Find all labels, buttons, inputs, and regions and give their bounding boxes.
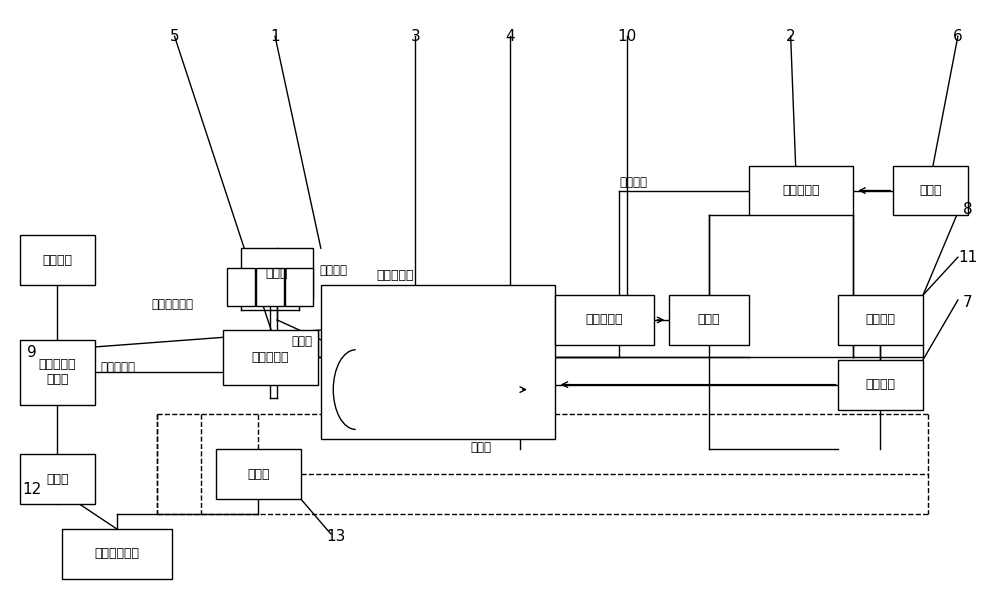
Text: 带式干燥机: 带式干燥机 bbox=[377, 268, 414, 282]
Text: 1: 1 bbox=[270, 30, 280, 44]
Text: 成型半干污泥: 成型半干污泥 bbox=[152, 298, 194, 312]
Text: 5: 5 bbox=[170, 30, 179, 44]
Text: 循环风机: 循环风机 bbox=[866, 314, 896, 326]
Text: 蒸汽冷凝水罐: 蒸汽冷凝水罐 bbox=[94, 548, 139, 560]
Text: 6: 6 bbox=[953, 30, 963, 44]
Text: 干污泥: 干污泥 bbox=[470, 441, 491, 454]
Text: 零星客户: 零星客户 bbox=[43, 254, 73, 267]
Text: 污水厂: 污水厂 bbox=[46, 473, 69, 485]
Text: 待脱水污泥: 待脱水污泥 bbox=[101, 361, 136, 374]
Bar bbox=[227, 268, 255, 306]
Text: 10: 10 bbox=[618, 30, 637, 44]
Text: 热电厂: 热电厂 bbox=[919, 184, 942, 197]
Bar bbox=[749, 166, 853, 215]
Bar bbox=[241, 248, 313, 298]
Text: 12: 12 bbox=[23, 482, 42, 497]
Bar bbox=[893, 166, 968, 215]
Text: 8: 8 bbox=[963, 203, 973, 218]
Bar bbox=[216, 449, 301, 499]
Bar bbox=[555, 295, 654, 345]
Text: 饱和蒸汽: 饱和蒸汽 bbox=[619, 176, 647, 189]
Text: 13: 13 bbox=[326, 529, 345, 544]
Text: 2: 2 bbox=[786, 30, 795, 44]
Text: 切碎机: 切碎机 bbox=[266, 267, 288, 280]
Bar bbox=[285, 268, 313, 306]
Text: 再加热器: 再加热器 bbox=[866, 378, 896, 391]
Bar bbox=[838, 295, 923, 345]
Text: 分配带: 分配带 bbox=[291, 335, 312, 349]
Text: 薄层蒸发器: 薄层蒸发器 bbox=[252, 351, 289, 364]
Text: 待脱水污泥
储存室: 待脱水污泥 储存室 bbox=[39, 358, 76, 386]
Bar bbox=[838, 360, 923, 409]
Bar bbox=[223, 330, 318, 385]
Text: 饱和蒸汽罐: 饱和蒸汽罐 bbox=[782, 184, 820, 197]
Text: 11: 11 bbox=[958, 250, 977, 265]
Text: 半干污泥: 半干污泥 bbox=[320, 264, 348, 277]
Text: 9: 9 bbox=[27, 345, 37, 360]
Text: 闪蒸罐: 闪蒸罐 bbox=[247, 468, 270, 481]
Bar bbox=[256, 268, 284, 306]
Text: 3: 3 bbox=[411, 30, 420, 44]
Bar bbox=[20, 235, 95, 285]
Bar bbox=[62, 529, 172, 579]
Text: 空气冷却器: 空气冷却器 bbox=[586, 314, 623, 326]
Bar bbox=[20, 454, 95, 504]
Text: 7: 7 bbox=[963, 295, 973, 310]
Bar bbox=[20, 340, 95, 405]
Text: 4: 4 bbox=[505, 30, 515, 44]
Bar bbox=[321, 285, 555, 440]
Text: 冷凝器: 冷凝器 bbox=[698, 314, 720, 326]
Bar bbox=[669, 295, 749, 345]
